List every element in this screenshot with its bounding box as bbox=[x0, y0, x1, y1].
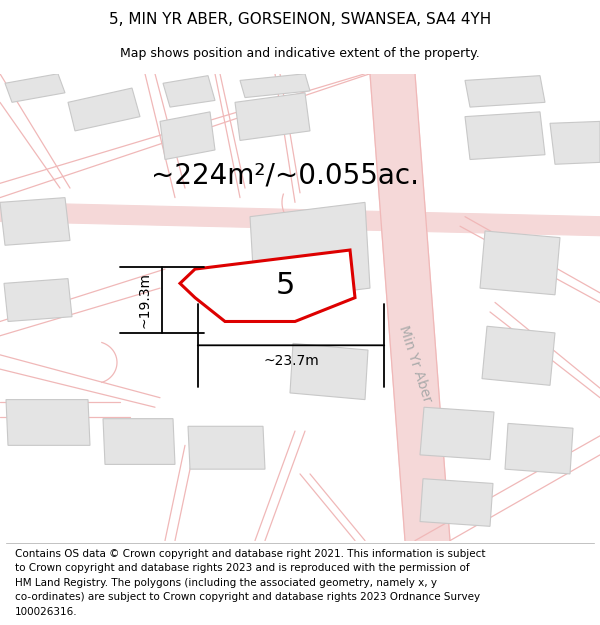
Polygon shape bbox=[235, 92, 310, 141]
Polygon shape bbox=[188, 426, 265, 469]
Polygon shape bbox=[290, 343, 368, 399]
Polygon shape bbox=[6, 399, 90, 446]
Polygon shape bbox=[465, 112, 545, 159]
Polygon shape bbox=[482, 326, 555, 386]
Polygon shape bbox=[163, 76, 215, 107]
Polygon shape bbox=[180, 250, 355, 321]
Polygon shape bbox=[370, 74, 450, 541]
Polygon shape bbox=[465, 76, 545, 107]
Text: Map shows position and indicative extent of the property.: Map shows position and indicative extent… bbox=[120, 48, 480, 61]
Polygon shape bbox=[0, 198, 70, 245]
Text: 5: 5 bbox=[275, 271, 295, 300]
Polygon shape bbox=[5, 74, 65, 102]
Polygon shape bbox=[68, 88, 140, 131]
Text: 5, MIN YR ABER, GORSEINON, SWANSEA, SA4 4YH: 5, MIN YR ABER, GORSEINON, SWANSEA, SA4 … bbox=[109, 12, 491, 28]
Text: ~23.7m: ~23.7m bbox=[263, 354, 319, 369]
Polygon shape bbox=[550, 121, 600, 164]
Polygon shape bbox=[0, 202, 600, 236]
Polygon shape bbox=[250, 202, 370, 302]
Text: ~224m²/~0.055ac.: ~224m²/~0.055ac. bbox=[151, 162, 419, 190]
Polygon shape bbox=[480, 231, 560, 295]
Polygon shape bbox=[160, 112, 215, 159]
Polygon shape bbox=[505, 423, 573, 474]
Text: Min Yr Aber: Min Yr Aber bbox=[396, 324, 434, 404]
Polygon shape bbox=[420, 479, 493, 526]
Polygon shape bbox=[240, 74, 310, 98]
Polygon shape bbox=[103, 419, 175, 464]
Text: ~19.3m: ~19.3m bbox=[138, 272, 152, 328]
Text: Contains OS data © Crown copyright and database right 2021. This information is : Contains OS data © Crown copyright and d… bbox=[15, 549, 485, 617]
Polygon shape bbox=[420, 408, 494, 459]
Polygon shape bbox=[4, 279, 72, 321]
